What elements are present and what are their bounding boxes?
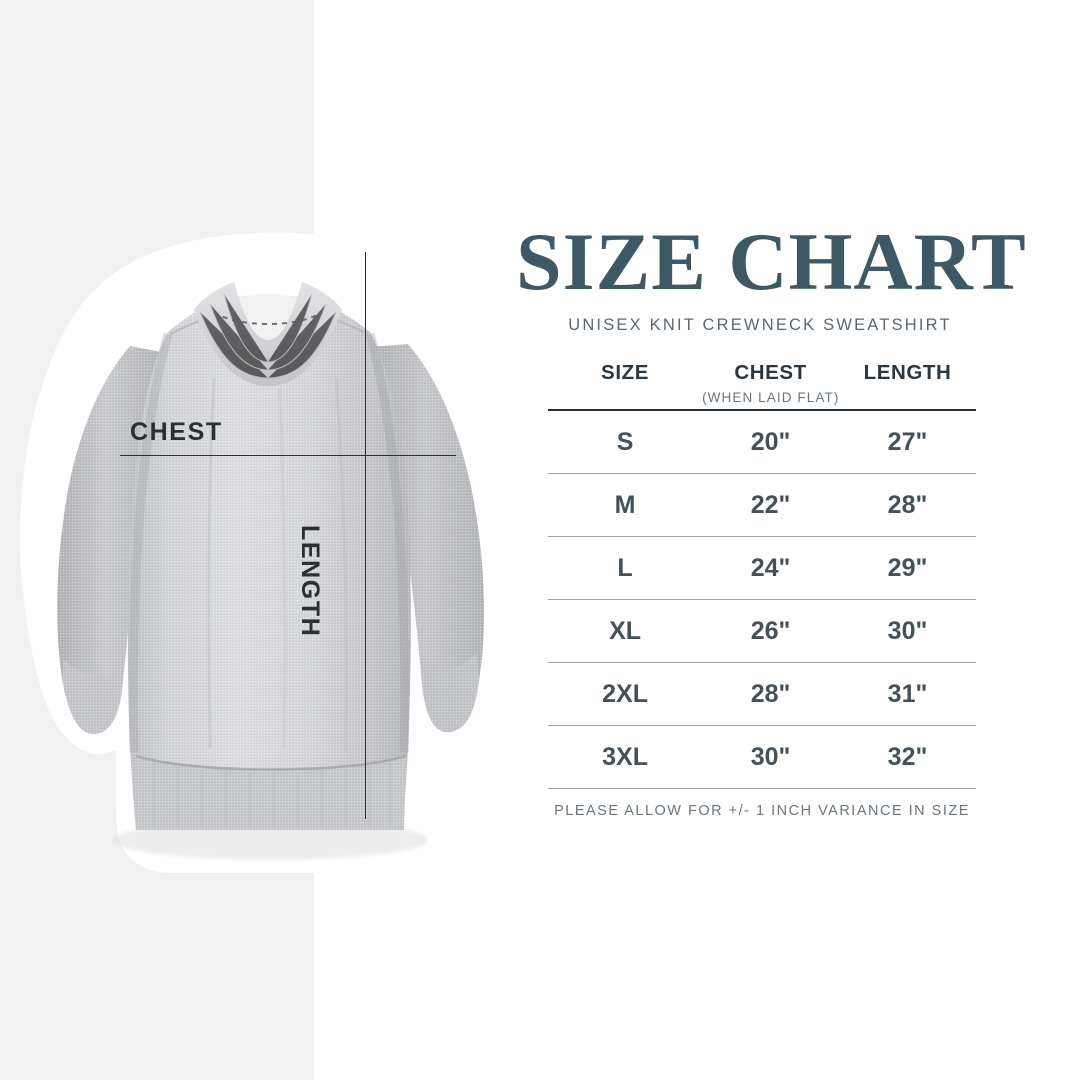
cell-length: 30" (839, 599, 976, 664)
table-row: S 20" 27" (548, 410, 976, 475)
column-header-size: SIZE (548, 361, 703, 412)
table-row: XL 26" 30" (548, 599, 976, 664)
variance-note: PLEASE ALLOW FOR +/- 1 INCH VARIANCE IN … (554, 803, 970, 820)
cell-size: XL (548, 599, 703, 664)
cell-size: S (548, 410, 703, 475)
column-header-size-label: SIZE (601, 361, 650, 385)
column-header-chest-note: (WHEN LAID FLAT) (702, 390, 840, 406)
cell-length: 27" (839, 410, 976, 475)
column-header-chest-label: CHEST (734, 361, 807, 385)
page-title: SIZE CHART (516, 216, 1027, 307)
cell-chest: 30" (702, 725, 840, 790)
garment-image (18, 228, 518, 888)
size-chart-panel: SIZE CHART UNISEX KNIT CREWNECK SWEATSHI… (516, 220, 1026, 820)
page-subtitle: UNISEX KNIT CREWNECK SWEATSHIRT (568, 316, 952, 335)
cell-size: L (548, 536, 703, 601)
column-header-length-label: LENGTH (863, 361, 952, 385)
table-row: M 22" 28" (548, 473, 976, 538)
cell-chest: 20" (702, 410, 840, 475)
cell-chest: 24" (702, 536, 840, 601)
cell-length: 28" (839, 473, 976, 538)
cell-size: 2XL (548, 662, 703, 727)
size-table: SIZE CHEST (WHEN LAID FLAT) LENGTH S 20"… (548, 361, 976, 790)
cell-chest: 28" (702, 662, 840, 727)
column-header-length: LENGTH (839, 361, 976, 412)
table-row: 2XL 28" 31" (548, 662, 976, 727)
cell-length: 29" (839, 536, 976, 601)
cell-length: 31" (839, 662, 976, 727)
table-row: L 24" 29" (548, 536, 976, 601)
cell-chest: 22" (702, 473, 840, 538)
sweatshirt-illustration (20, 232, 518, 873)
cell-length: 32" (839, 725, 976, 790)
column-header-chest: CHEST (WHEN LAID FLAT) (702, 361, 840, 412)
cell-chest: 26" (702, 599, 840, 664)
table-row: 3XL 30" 32" (548, 725, 976, 790)
table-header-row: SIZE CHEST (WHEN LAID FLAT) LENGTH (548, 361, 976, 412)
cell-size: 3XL (548, 725, 703, 790)
cell-size: M (548, 473, 703, 538)
